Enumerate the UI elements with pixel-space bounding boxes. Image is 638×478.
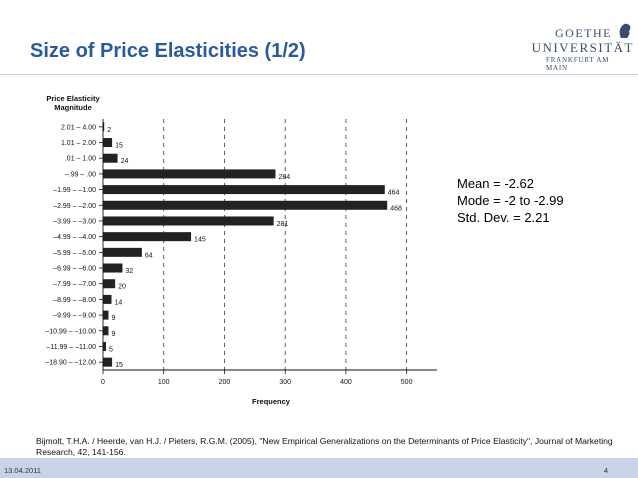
- x-tick-label: 100: [158, 379, 170, 386]
- category-label: –4.99 – –4.00: [53, 234, 96, 241]
- bar: [103, 153, 118, 163]
- category-label: –9.99 – –9.00: [53, 313, 96, 320]
- bar: [103, 357, 113, 367]
- category-label: –5.99 – –5.00: [53, 250, 96, 257]
- bar: [103, 279, 116, 289]
- bar: [103, 200, 388, 210]
- logo-line-frankfurt: FRANKFURT AM MAIN: [546, 56, 610, 72]
- citation: Bijmolt, T.H.A. / Heerde, van H.J. / Pie…: [36, 436, 636, 458]
- bar: [103, 232, 192, 242]
- value-label: 9: [111, 315, 115, 322]
- value-label: 468: [390, 205, 402, 212]
- x-tick-label: 500: [401, 379, 413, 386]
- category-label: –11.99 – –11.00: [46, 344, 96, 351]
- x-tick-label: 0: [101, 379, 105, 386]
- bar: [103, 263, 123, 273]
- value-label: 464: [388, 190, 400, 197]
- bar: [103, 216, 274, 226]
- category-label: –6.99 – –6.00: [53, 266, 96, 273]
- category-label: –8.99 – –8.00: [53, 297, 96, 304]
- value-label: 284: [278, 174, 290, 181]
- citation-line-1: Bijmolt, T.H.A. / Heerde, van H.J. / Pie…: [36, 436, 613, 446]
- value-label: 145: [194, 237, 206, 244]
- stat-std-dev: Std. Dev. = 2.21: [457, 210, 550, 225]
- value-label: 15: [115, 362, 123, 369]
- value-label: 9: [111, 331, 115, 338]
- value-label: 2: [107, 127, 111, 134]
- category-label: –3.99 – –3.00: [53, 218, 96, 225]
- citation-line-2: Research, 42, 141-156.: [36, 447, 126, 457]
- value-label: 32: [125, 268, 133, 275]
- category-label: –1.99 – –1.00: [53, 187, 96, 194]
- x-tick-label: 300: [279, 379, 291, 386]
- bar: [103, 294, 112, 304]
- title-divider: [0, 74, 638, 75]
- bar: [103, 138, 113, 148]
- bar: [103, 326, 109, 336]
- y-axis-title-line: Price Elasticity: [46, 94, 100, 103]
- x-tick-label: 200: [219, 379, 231, 386]
- university-logo: GOETHE UNIVERSITÄT FRANKFURT AM MAIN: [532, 23, 634, 72]
- x-axis-title: Frequency: [252, 397, 291, 406]
- stats-box: Mean = -2.62 Mode = -2 to -2.99 Std. Dev…: [457, 175, 564, 226]
- category-label: –7.99 – –7.00: [53, 281, 96, 288]
- logo-line-universitaet: UNIVERSITÄT: [531, 40, 634, 55]
- slide-title: Size of Price Elasticities (1/2): [30, 40, 306, 62]
- category-label: –10.99 – –10.00: [45, 328, 96, 335]
- category-label: –18.90 – –12.00: [45, 360, 96, 367]
- stat-mode: Mode = -2 to -2.99: [457, 193, 564, 208]
- value-label: 281: [277, 221, 289, 228]
- x-tick-label: 400: [340, 379, 352, 386]
- goethe-portrait-icon: [619, 23, 631, 38]
- category-label: 2.01 – 4.00: [61, 124, 96, 131]
- value-label: 14: [115, 299, 123, 306]
- footer-bar: [0, 458, 638, 478]
- bar: [103, 185, 385, 195]
- category-label: –2.99 – –2.00: [53, 203, 96, 210]
- stat-mean: Mean = -2.62: [457, 176, 534, 191]
- bar: [103, 169, 276, 179]
- value-label: 20: [118, 284, 126, 291]
- value-label: 64: [145, 252, 153, 259]
- y-axis-title-line: Magnitude: [54, 103, 92, 112]
- logo-line-goethe: GOETHE: [555, 26, 612, 40]
- value-label: 15: [115, 143, 123, 150]
- slide-date: 13.04.2011: [4, 466, 41, 475]
- bar: [103, 122, 105, 132]
- page-number: 4: [603, 466, 608, 475]
- bar: [103, 341, 107, 351]
- bar: [103, 310, 109, 320]
- category-label: 1.01 – 2.00: [61, 140, 96, 147]
- bar: [103, 247, 142, 257]
- category-label: .01 – 1.00: [65, 156, 96, 163]
- value-label: 24: [121, 158, 129, 165]
- category-label: –.99 – .00: [65, 171, 96, 178]
- value-label: 5: [109, 346, 113, 353]
